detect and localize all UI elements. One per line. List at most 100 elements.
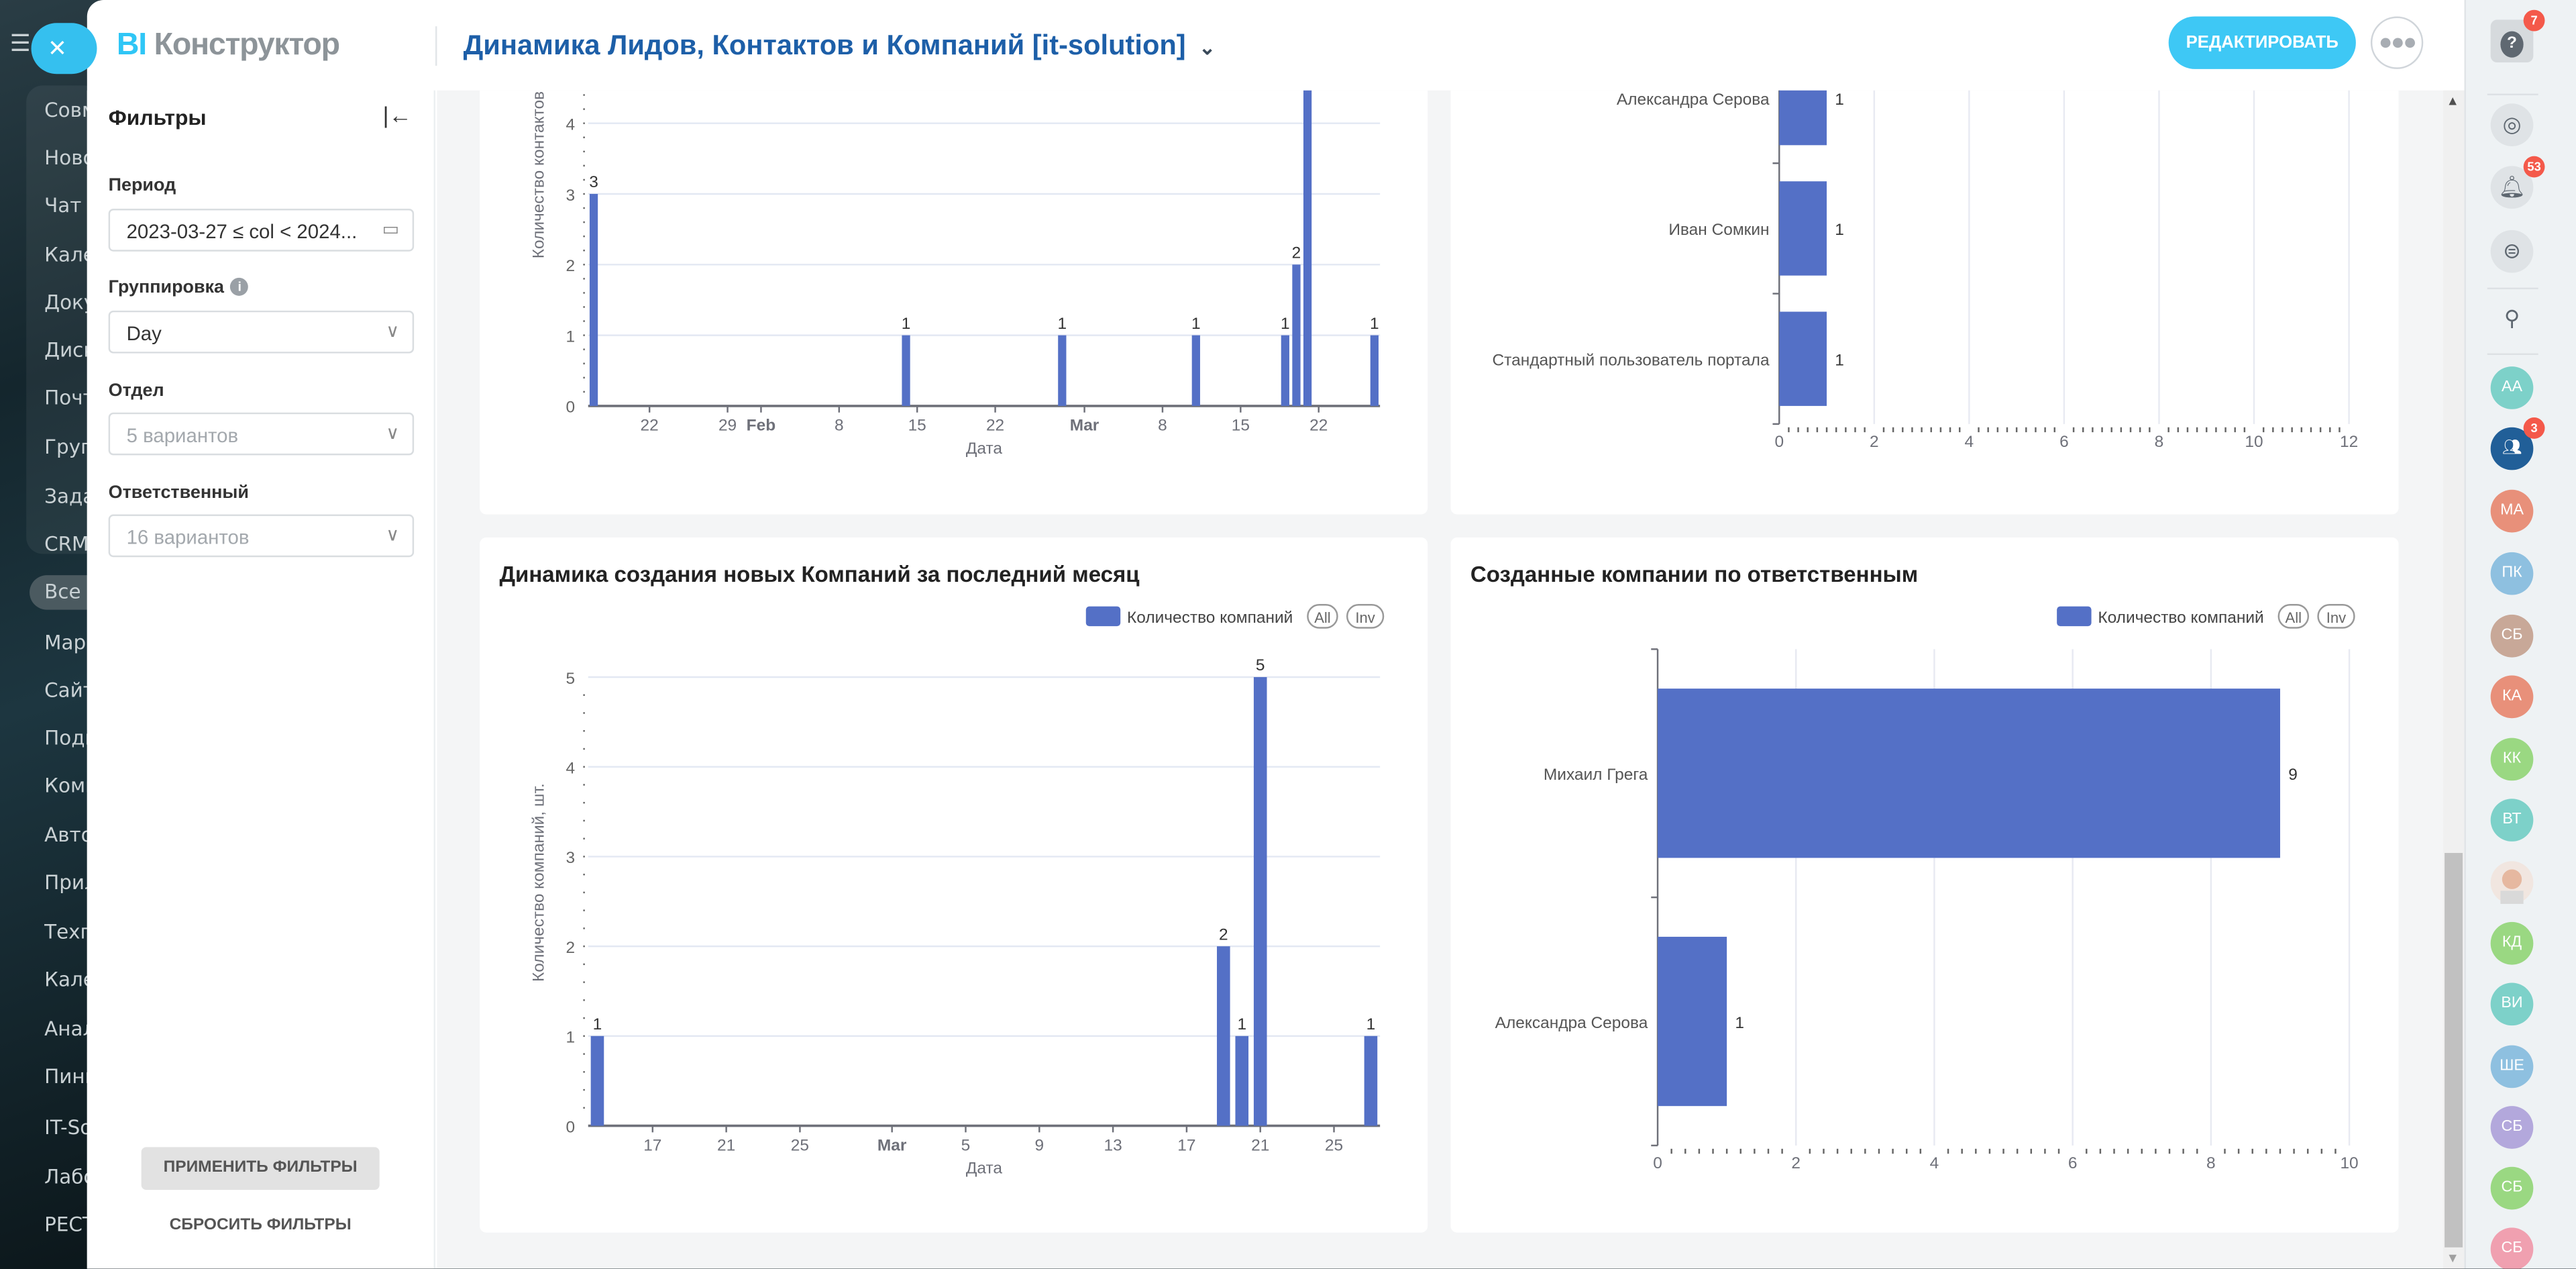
help-badge: 7 — [2523, 9, 2545, 32]
x-tick-label: 10 — [2245, 433, 2263, 451]
avatar[interactable]: ВТ — [2490, 799, 2534, 842]
x-tick-label: 8 — [2155, 433, 2164, 451]
chart-svg: 0 2 4 6 8 10 12 1 Александра Серова 1 Иван Сомкин 1… — [1493, 90, 2358, 451]
x-axis-label: Дата — [966, 1160, 1003, 1178]
nav-item[interactable]: Груп — [44, 435, 94, 459]
nav-item[interactable]: Кале — [44, 243, 95, 266]
nav-item[interactable]: Техп — [44, 920, 93, 944]
avatar[interactable]: КД — [2490, 921, 2534, 965]
nav-item[interactable]: IT-So — [44, 1115, 93, 1139]
department-placeholder: 5 вариантов — [126, 423, 239, 448]
info-icon[interactable]: i — [230, 277, 249, 296]
copilot-icon[interactable]: ◎ — [2490, 103, 2534, 146]
avatar[interactable]: ШЕ — [2490, 1045, 2534, 1088]
nav-item[interactable]: Мар — [44, 631, 87, 654]
nav-item[interactable]: Доку — [44, 291, 96, 314]
department-select[interactable]: 5 вариантов ∨ — [108, 412, 415, 456]
filters-heading: Фильтры — [108, 105, 207, 130]
avatar[interactable]: КК — [2490, 738, 2534, 781]
reset-filters-button[interactable]: СБРОСИТЬ ФИЛЬТРЫ — [169, 1216, 352, 1235]
avatar[interactable]: МА — [2490, 489, 2534, 533]
x-tick-label: 10 — [2340, 1154, 2358, 1172]
period-input[interactable]: 2023-03-27 ≤ col < 2024... ▭ — [108, 209, 415, 252]
portal-background — [0, 0, 99, 1269]
scroll-down-icon[interactable]: ▼ — [2446, 1250, 2459, 1266]
x-tick-label: 15 — [908, 417, 926, 435]
avatar[interactable]: СБ — [2490, 1106, 2534, 1149]
data-label: 1 — [1281, 315, 1290, 333]
bar — [1217, 946, 1230, 1126]
grouping-select[interactable]: Day ∨ — [108, 310, 415, 354]
y-tick-label: 1 — [566, 327, 576, 346]
nav-item[interactable]: РЕСТ — [44, 1213, 95, 1236]
x-tick-label: 25 — [1325, 1136, 1343, 1154]
avatar[interactable]: СБ — [2490, 1227, 2534, 1269]
x-tick-label: 0 — [1774, 433, 1784, 451]
scroll-up-icon[interactable]: ▲ — [2446, 93, 2459, 109]
grouping-value: Day — [126, 322, 162, 346]
x-tick-label: 29 — [718, 417, 737, 435]
dashboard-title[interactable]: Динамика Лидов, Контактов и Компаний [it… — [464, 30, 1216, 62]
avatar[interactable]: ВИ — [2490, 982, 2534, 1026]
search-icon[interactable]: ⚲ — [2504, 305, 2520, 331]
dashboard-title-text: Динамика Лидов, Контактов и Компаний [it… — [463, 30, 1186, 61]
data-label: 1 — [593, 1015, 602, 1033]
avatar[interactable]: СБ — [2490, 1166, 2534, 1210]
bar — [1779, 181, 1827, 276]
apply-filters-button[interactable]: ПРИМЕНИТЬ ФИЛЬТРЫ — [141, 1147, 380, 1190]
x-tick-label: 6 — [2068, 1154, 2078, 1172]
nav-item[interactable]: CRM — [44, 532, 89, 556]
avatar[interactable]: СБ — [2490, 614, 2534, 658]
data-label: 1 — [1237, 1015, 1246, 1033]
close-button[interactable]: ✕ — [31, 23, 97, 74]
nav-item[interactable]: Авто — [44, 823, 93, 847]
bar — [589, 193, 598, 406]
nav-item[interactable]: Кале — [44, 968, 95, 991]
divider — [2487, 287, 2538, 290]
bar — [1281, 335, 1289, 406]
avatar[interactable]: КА — [2490, 675, 2534, 719]
y-tick-label: 0 — [566, 1118, 576, 1136]
group-chat-icon[interactable]: 👥︎ 3 — [2490, 417, 2545, 470]
responsible-select[interactable]: 16 вариантов ∨ — [108, 514, 415, 558]
scrollbar[interactable]: ▲ ▼ — [2443, 90, 2465, 1269]
close-icon: ✕ — [48, 34, 67, 61]
divider — [2487, 93, 2538, 96]
more-button[interactable]: ●●● — [2370, 16, 2424, 69]
y-category-label: Александра Серова — [1617, 91, 1770, 109]
edit-button[interactable]: РЕДАКТИРОВАТЬ — [2168, 16, 2356, 69]
grouping-label: Группировка i — [109, 277, 249, 297]
nav-item[interactable]: Сайт — [44, 678, 95, 702]
period-value: 2023-03-27 ≤ col < 2024... — [126, 220, 358, 244]
menu-icon[interactable]: ☰ — [9, 30, 31, 56]
chat-search-icon[interactable]: ⊜ — [2490, 230, 2534, 273]
x-tick-label: 13 — [1104, 1136, 1122, 1154]
nav-item[interactable]: Анал — [44, 1017, 96, 1041]
collapse-filters-icon[interactable]: |← — [382, 101, 412, 129]
x-tick-label: 15 — [1232, 417, 1250, 435]
x-tick-label: 2 — [1791, 1154, 1801, 1172]
avatar[interactable]: АА — [2490, 366, 2534, 409]
bell-icon[interactable]: 🔔︎ 53 — [2490, 156, 2545, 209]
x-tick-label: 8 — [2206, 1154, 2216, 1172]
chevron-down-icon[interactable]: ⌄ — [1199, 36, 1216, 60]
legend-label: Количество компаний — [2098, 609, 2263, 627]
nav-item[interactable]: Диск — [44, 338, 96, 362]
nav-item[interactable]: Лабо — [44, 1165, 96, 1188]
nav-item[interactable]: Ново — [44, 146, 95, 170]
help-button[interactable]: ? 7 — [2490, 9, 2545, 63]
calendar-icon[interactable]: ▭ — [382, 220, 400, 240]
bar — [1292, 264, 1301, 406]
avatar-photo[interactable] — [2490, 861, 2534, 904]
data-label: 1 — [902, 315, 911, 333]
nav-item[interactable]: Подг — [44, 726, 95, 750]
nav-item[interactable]: Зада — [44, 485, 95, 508]
chart-title: Созданные компании по ответственным — [1470, 562, 1918, 587]
avatar[interactable]: ПК — [2490, 552, 2534, 595]
chart-svg: Созданные компании по ответственным Колич… — [1470, 562, 2359, 1172]
chart-title: Динамика создания новых Компаний за посл… — [499, 562, 1140, 587]
scrollbar-thumb[interactable] — [2445, 853, 2463, 1248]
chart-card-companies-by-date: Динамика создания новых Компаний за посл… — [480, 537, 1428, 1233]
logo-bi: BI — [116, 28, 147, 63]
nav-item[interactable]: Почт — [44, 386, 95, 409]
